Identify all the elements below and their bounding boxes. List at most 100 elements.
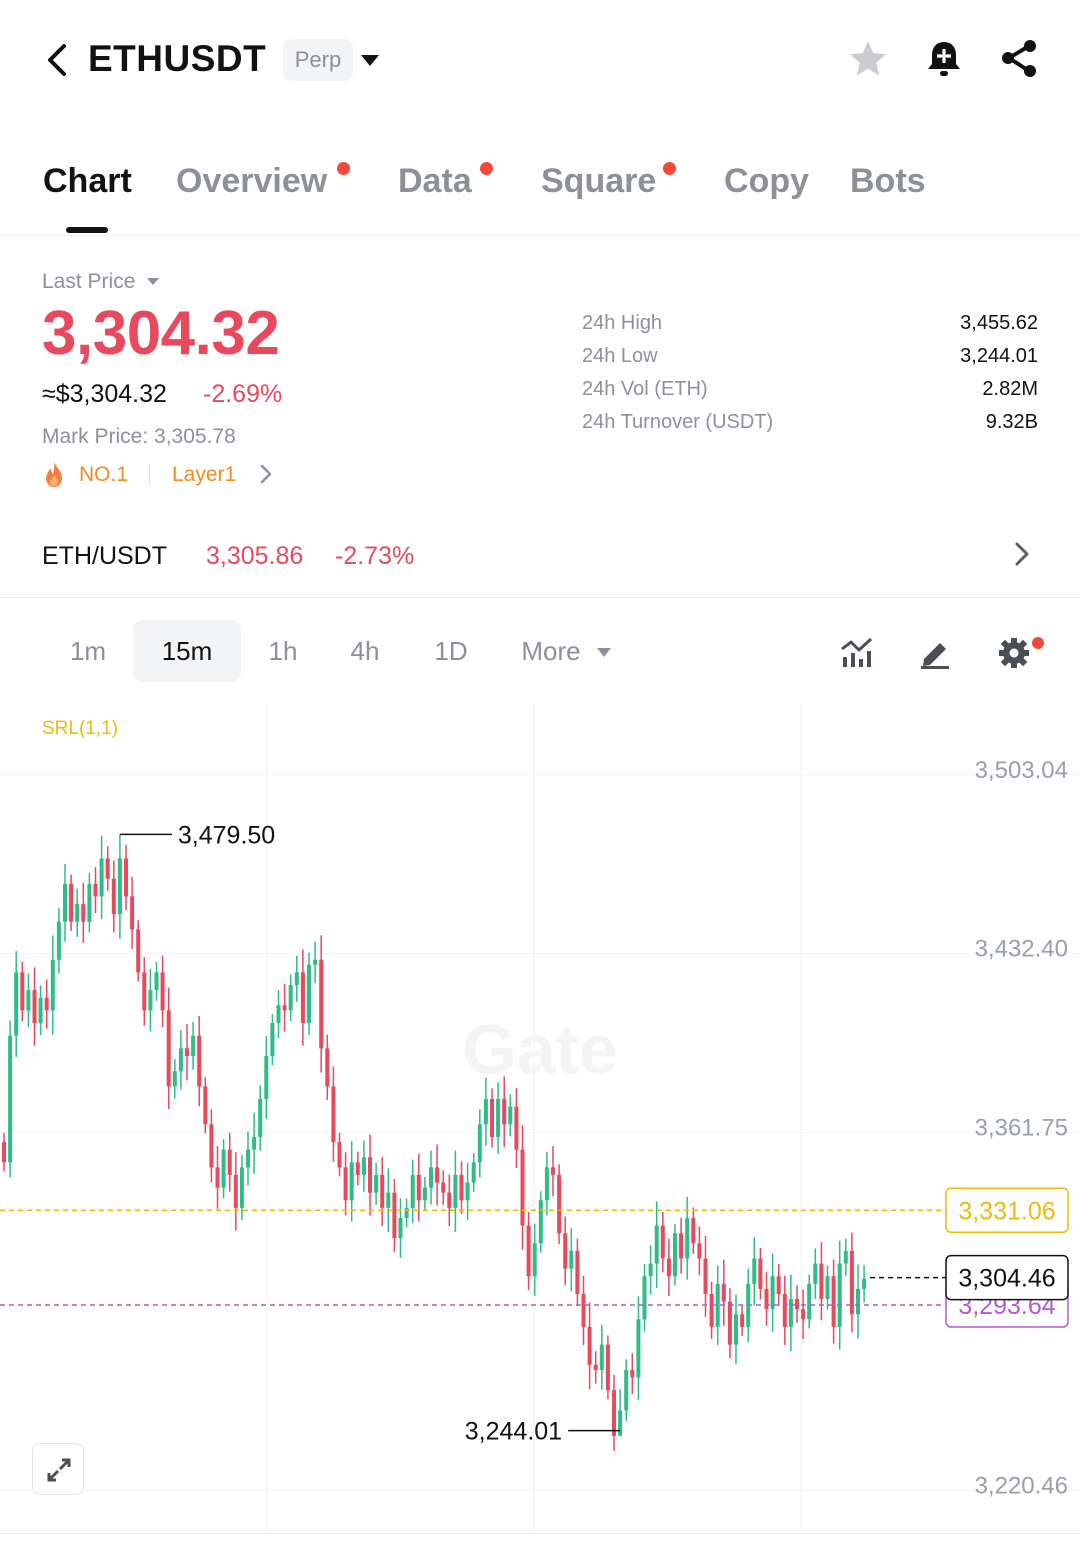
candle-body <box>99 858 104 897</box>
candle-body <box>355 1162 360 1175</box>
candle-body <box>795 1299 799 1310</box>
candle-body <box>837 1263 842 1327</box>
contract-type-badge[interactable]: Perp <box>283 39 353 81</box>
candle-body <box>197 1035 202 1087</box>
chart-settings-gear-icon[interactable] <box>995 633 1033 671</box>
candle-body <box>764 1288 769 1310</box>
interval-4h[interactable]: 4h <box>350 636 380 666</box>
share-icon[interactable] <box>999 38 1041 80</box>
candle-body <box>252 1136 257 1150</box>
draw-pencil-icon[interactable] <box>916 633 954 671</box>
candle-body <box>166 1010 171 1087</box>
mark-price: Mark Price: 3,305.78 <box>42 425 236 448</box>
candle-body <box>703 1258 708 1294</box>
candle-body <box>581 1293 586 1327</box>
candle-body <box>843 1250 848 1264</box>
divider <box>0 1533 1080 1534</box>
candle-body <box>69 883 74 922</box>
candle-body <box>532 1243 537 1277</box>
candle-body <box>575 1250 580 1294</box>
candle-body <box>337 1142 342 1168</box>
candle-body <box>721 1283 726 1302</box>
symbol-dropdown-icon[interactable] <box>361 55 379 66</box>
candle-body <box>325 1048 330 1087</box>
candle-body <box>422 1187 427 1201</box>
stat-row-24h-turnover: 24h Turnover (USDT) 9.32B <box>582 411 1038 444</box>
candle-body <box>807 1283 812 1320</box>
tab-data[interactable]: Data <box>398 162 472 200</box>
category-tag[interactable]: Layer1 <box>172 463 237 486</box>
candle-body <box>136 929 141 973</box>
back-arrow-icon[interactable] <box>40 40 76 80</box>
candle-body <box>392 1192 397 1239</box>
candle-body <box>349 1162 354 1201</box>
interval-1d[interactable]: 1D <box>434 636 468 666</box>
candle-body <box>111 878 116 915</box>
candle-body <box>587 1326 592 1365</box>
y-axis-tick-label: 3,220.46 <box>975 1472 1068 1499</box>
spot-pair-row[interactable]: ETH/USDT 3,305.86 -2.73% <box>0 520 1080 598</box>
stat-value: 2.82M <box>982 378 1038 400</box>
stat-label: 24h High <box>582 312 663 334</box>
candle-body <box>673 1233 677 1277</box>
candle-body <box>538 1200 543 1244</box>
interval-more[interactable]: More <box>521 636 581 666</box>
candle-body <box>307 964 311 1024</box>
candle-body <box>496 1098 501 1137</box>
category-chevron-right-icon[interactable] <box>258 463 274 485</box>
more-dropdown-icon[interactable] <box>597 648 611 657</box>
tab-data-notification-dot <box>480 162 493 175</box>
candle-body <box>221 1149 226 1188</box>
candlestick-chart[interactable]: 3,503.04 3,432.40 3,361.75 3,220.46 Gate 3,47… <box>0 704 1080 1534</box>
tab-square[interactable]: Square <box>541 162 657 200</box>
expand-arrows-icon <box>47 1458 71 1482</box>
candle-body <box>849 1250 854 1315</box>
indicator-label[interactable]: SRL(1,1) <box>42 718 119 739</box>
candle-body <box>75 904 80 922</box>
candle-body <box>801 1309 806 1320</box>
candle-body <box>300 972 305 1024</box>
candle-body <box>691 1218 696 1244</box>
spot-chevron-right-icon[interactable] <box>1010 538 1034 570</box>
symbol-title[interactable]: ETHUSDT <box>88 38 267 79</box>
candle-body <box>813 1263 818 1284</box>
tab-overview[interactable]: Overview <box>176 162 328 200</box>
favorite-star-icon[interactable] <box>847 38 889 80</box>
candle-body <box>557 1174 562 1234</box>
interval-1m[interactable]: 1m <box>69 636 107 666</box>
candle-body <box>185 1048 189 1056</box>
price-alert-bell-icon[interactable] <box>923 38 965 80</box>
interval-1h[interactable]: 1h <box>268 636 298 666</box>
last-price-caret-icon[interactable] <box>147 278 159 285</box>
price-change-percent: -2.69% <box>203 380 283 408</box>
candle-body <box>404 1207 409 1219</box>
candle-body <box>191 1035 196 1056</box>
candle-body <box>593 1364 598 1370</box>
spot-pair-name: ETH/USDT <box>42 542 167 570</box>
candle-body <box>459 1174 464 1201</box>
candle-body <box>660 1225 665 1259</box>
candle-body <box>709 1293 714 1327</box>
tab-bots[interactable]: Bots <box>850 162 926 200</box>
candle-body <box>819 1263 824 1300</box>
candle-body <box>14 972 19 1036</box>
chart-canvas[interactable]: 3,503.04 3,432.40 3,361.75 3,220.46 Gate 3,47… <box>0 704 1080 1534</box>
tab-chart[interactable]: Chart <box>43 162 132 200</box>
interval-15m[interactable]: 15m <box>133 620 241 682</box>
candle-body <box>81 904 86 922</box>
candle-body <box>410 1174 415 1208</box>
candle-body <box>368 1157 372 1193</box>
last-price-selector[interactable]: Last Price <box>42 270 136 293</box>
candle-body <box>50 959 55 1011</box>
candle-body <box>727 1301 732 1345</box>
candle-body <box>319 959 324 1049</box>
indicators-icon[interactable] <box>838 633 876 671</box>
y-axis-tick-label: 3,432.40 <box>975 936 1068 963</box>
tab-copy[interactable]: Copy <box>724 162 809 200</box>
candle-body <box>233 1174 238 1208</box>
candle-body <box>331 1086 336 1143</box>
candle-body <box>130 896 135 930</box>
candle-body <box>416 1174 421 1201</box>
rank-badge[interactable]: NO.1 <box>79 463 129 486</box>
fullscreen-button[interactable] <box>32 1443 84 1495</box>
